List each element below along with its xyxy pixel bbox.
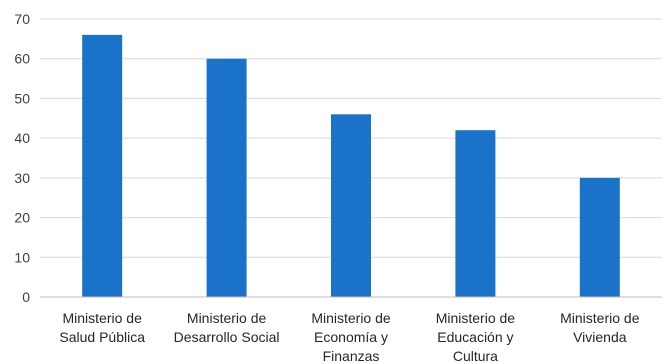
x-category-label-line: Ministerio de <box>187 310 267 326</box>
y-tick-label: 40 <box>14 130 30 146</box>
x-category-label: Ministerio de Vivienda <box>560 310 640 345</box>
bar <box>455 130 496 297</box>
x-category-label-line: Desarrollo Social <box>174 329 280 345</box>
x-category-label-line: Salud Pública <box>59 329 145 345</box>
x-category-label-line: Vivienda <box>573 329 627 345</box>
x-category-label-line: Ministerio de <box>436 310 516 326</box>
bar <box>331 114 371 297</box>
y-tick-label: 0 <box>22 289 30 305</box>
x-category-label-line: Educación y <box>437 329 513 345</box>
y-axis-ticks: 0 10 20 30 40 50 60 70 <box>14 11 30 305</box>
x-category-label-line: Cultura <box>453 348 498 363</box>
x-category-label-line: Ministerio de <box>63 310 143 326</box>
y-tick-label: 10 <box>14 249 30 265</box>
x-category-label-line: Ministerio de <box>560 310 640 326</box>
y-tick-label: 70 <box>14 11 30 27</box>
x-category-label: Ministerio de Economía y Finanzas <box>311 310 391 363</box>
bars <box>82 34 620 298</box>
y-tick-label: 20 <box>14 210 30 226</box>
bar <box>206 58 247 297</box>
bar <box>82 34 123 298</box>
bar <box>579 177 620 297</box>
x-category-label: Ministerio de Educación y Cultura <box>436 310 516 363</box>
y-tick-label: 50 <box>14 90 30 106</box>
x-category-label: Ministerio de Desarrollo Social <box>174 310 280 345</box>
x-category-label-line: Ministerio de <box>311 310 391 326</box>
y-tick-label: 30 <box>14 170 30 186</box>
y-tick-label: 60 <box>14 51 30 67</box>
x-axis-labels: Ministerio de Salud Pública Ministerio de D… <box>59 310 639 363</box>
x-category-label: Ministerio de Salud Pública <box>59 310 145 345</box>
x-category-label-line: Finanzas <box>323 348 380 363</box>
x-category-label-line: Economía y <box>314 329 388 345</box>
